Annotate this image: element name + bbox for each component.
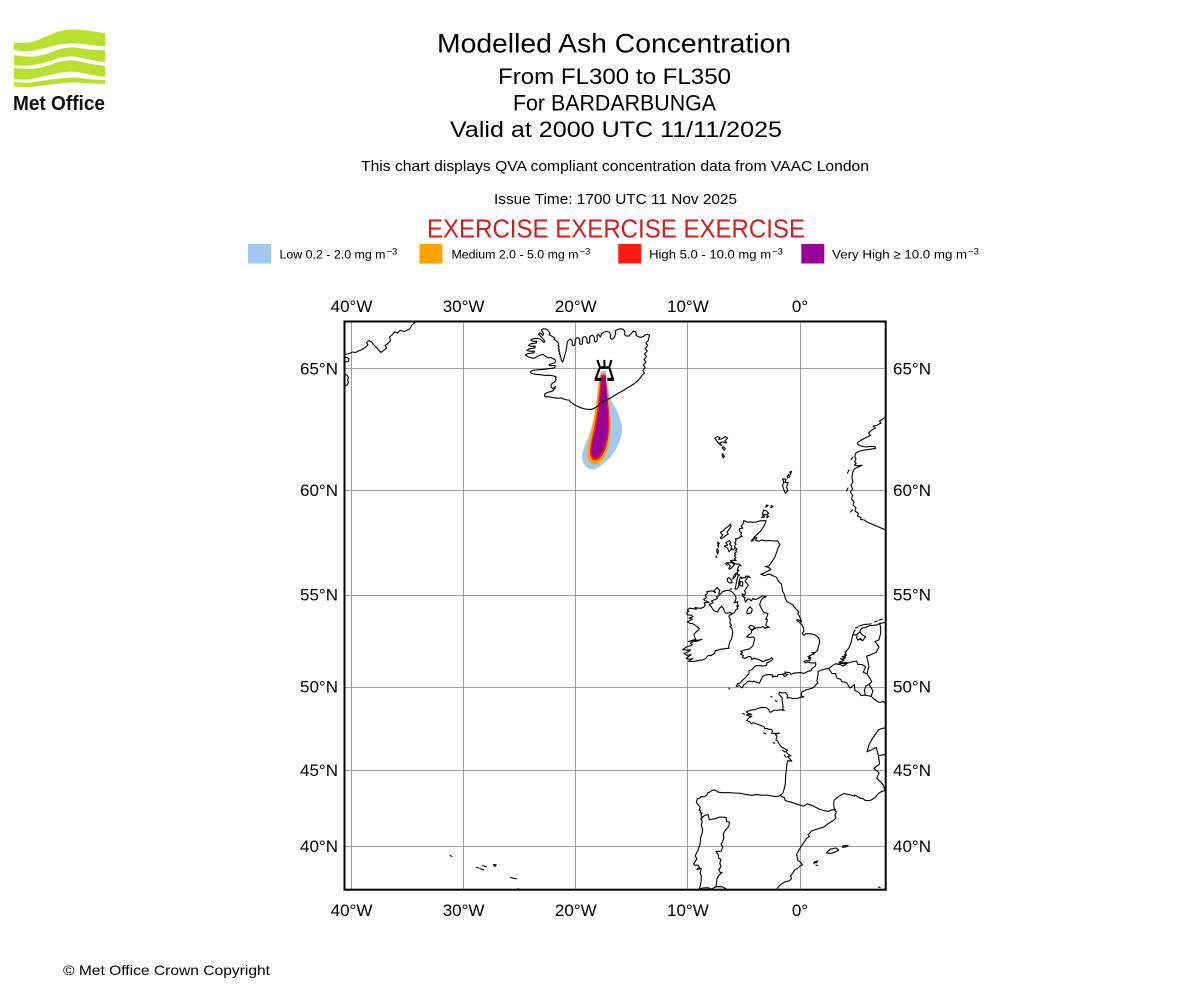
svg-text:From FL300 to FL350: From FL300 to FL350 (498, 64, 731, 89)
svg-text:20°W: 20°W (555, 297, 597, 316)
svg-text:45°N: 45°N (893, 761, 931, 780)
svg-text:0°: 0° (792, 901, 808, 920)
svg-text:Valid at 2000 UTC 11/11/2025: Valid at 2000 UTC 11/11/2025 (450, 117, 782, 142)
svg-text:10°W: 10°W (667, 901, 709, 920)
svg-text:Issue Time: 1700 UTC 11 Nov 20: Issue Time: 1700 UTC 11 Nov 2025 (494, 192, 737, 208)
svg-text:50°N: 50°N (893, 678, 931, 697)
svg-text:40°W: 40°W (331, 297, 373, 316)
svg-text:65°N: 65°N (300, 359, 338, 378)
svg-text:−3: −3 (580, 247, 591, 258)
svg-text:Modelled Ash Concentration: Modelled Ash Concentration (437, 29, 791, 59)
svg-text:EXERCISE EXERCISE EXERCISE: EXERCISE EXERCISE EXERCISE (427, 214, 805, 244)
svg-text:40°N: 40°N (300, 837, 338, 856)
svg-text:High 5.0 - 10.0 mg m: High 5.0 - 10.0 mg m (649, 248, 771, 262)
svg-text:45°N: 45°N (300, 761, 338, 780)
svg-text:60°N: 60°N (893, 481, 931, 500)
svg-text:© Met Office Crown Copyright: © Met Office Crown Copyright (63, 963, 270, 978)
svg-text:Medium 2.0 - 5.0 mg m: Medium 2.0 - 5.0 mg m (452, 248, 579, 262)
svg-text:This chart displays QVA compli: This chart displays QVA compliant concen… (361, 159, 869, 175)
svg-text:Met Office: Met Office (13, 92, 105, 115)
svg-text:Low 0.2 - 2.0 mg m: Low 0.2 - 2.0 mg m (280, 248, 386, 262)
svg-text:65°N: 65°N (893, 359, 931, 378)
svg-text:30°W: 30°W (443, 901, 485, 920)
svg-text:−3: −3 (968, 247, 979, 258)
svg-text:40°W: 40°W (331, 901, 373, 920)
svg-text:40°N: 40°N (893, 837, 931, 856)
svg-text:30°W: 30°W (443, 297, 485, 316)
svg-text:−3: −3 (387, 247, 398, 258)
svg-text:50°N: 50°N (300, 678, 338, 697)
svg-text:20°W: 20°W (555, 901, 597, 920)
svg-text:55°N: 55°N (893, 586, 931, 605)
svg-text:55°N: 55°N (300, 586, 338, 605)
svg-text:−3: −3 (772, 247, 783, 258)
svg-text:Very High ≥ 10.0 mg m: Very High ≥ 10.0 mg m (832, 248, 967, 262)
svg-text:For BARDARBUNGA: For BARDARBUNGA (513, 91, 716, 116)
svg-text:0°: 0° (792, 297, 808, 316)
svg-text:10°W: 10°W (667, 297, 709, 316)
svg-text:60°N: 60°N (300, 481, 338, 500)
